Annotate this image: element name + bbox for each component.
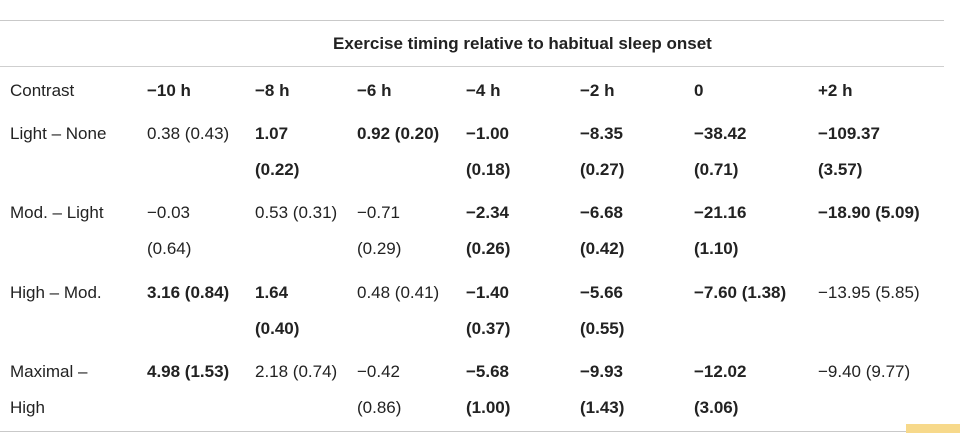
- table-cell: −5.66: [580, 283, 624, 302]
- row-label-high-mod: High – Mod.: [10, 283, 102, 302]
- table-cell: −21.16: [694, 203, 747, 222]
- header-minus-6h: −6 h: [357, 81, 392, 100]
- table-cell: (0.37): [466, 319, 511, 338]
- table-cell: −8.35: [580, 124, 624, 143]
- table-cell: (0.86): [357, 398, 402, 417]
- table-cell: −0.42: [357, 362, 401, 381]
- table-cell: 0.53 (0.31): [255, 203, 338, 222]
- table-cell: −9.40 (9.77): [818, 362, 911, 381]
- header-minus-10h: −10 h: [147, 81, 191, 100]
- table-cell: (1.43): [580, 398, 625, 417]
- table-cell: −38.42: [694, 124, 747, 143]
- header-contrast: Contrast: [10, 81, 75, 100]
- table-cell: −5.68: [466, 362, 510, 381]
- table-cell: −9.93: [580, 362, 624, 381]
- table-cell: −12.02: [694, 362, 747, 381]
- table-cell: (0.40): [255, 319, 300, 338]
- table-cell: 3.16 (0.84): [147, 283, 230, 302]
- header-minus-2h: −2 h: [580, 81, 615, 100]
- table-cell: 0.92 (0.20): [357, 124, 440, 143]
- table-cell: (0.22): [255, 160, 300, 179]
- header-minus-4h: −4 h: [466, 81, 501, 100]
- table-cell: (0.71): [694, 160, 739, 179]
- header-zero: 0: [694, 81, 704, 100]
- header-plus-2h: +2 h: [818, 81, 853, 100]
- row-label-light-none: Light – None: [10, 124, 107, 143]
- table-cell: (3.57): [818, 160, 863, 179]
- table-cell: 1.64: [255, 283, 289, 302]
- table-cell: −1.00: [466, 124, 510, 143]
- accent-tab: [906, 424, 960, 433]
- table-cell: 4.98 (1.53): [147, 362, 230, 381]
- row-label-mod-light: Mod. – Light: [10, 203, 104, 222]
- table-cell: (0.27): [580, 160, 625, 179]
- header-minus-8h: −8 h: [255, 81, 290, 100]
- table-cell: 0.38 (0.43): [147, 124, 230, 143]
- table-cell: (0.26): [466, 239, 511, 258]
- table-cell: −0.03: [147, 203, 191, 222]
- table-cell: 0.48 (0.41): [357, 283, 440, 302]
- table-cell: 1.07: [255, 124, 289, 143]
- table-cell: (0.55): [580, 319, 625, 338]
- table-cell: (0.29): [357, 239, 402, 258]
- row-label-maximal-high: Maximal –: [10, 362, 88, 381]
- column-group-header: Exercise timing relative to habitual sle…: [333, 34, 712, 53]
- table-cell: −13.95 (5.85): [818, 283, 920, 302]
- table-cell: −0.71: [357, 203, 401, 222]
- table-cell: −1.40: [466, 283, 510, 302]
- table-cell: (0.64): [147, 239, 192, 258]
- table-cell: (0.42): [580, 239, 625, 258]
- table-top-rule: [0, 20, 944, 21]
- table-cell: (0.18): [466, 160, 511, 179]
- table-cell: 2.18 (0.74): [255, 362, 338, 381]
- column-group-rule: [0, 66, 944, 67]
- table-cell: −6.68: [580, 203, 624, 222]
- table-cell: −18.90 (5.09): [818, 203, 920, 222]
- table-cell: (1.00): [466, 398, 511, 417]
- table-cell: (3.06): [694, 398, 739, 417]
- row-label-maximal-high-line2: High: [10, 398, 45, 417]
- table-cell: (1.10): [694, 239, 739, 258]
- table-cell: −7.60 (1.38): [694, 283, 787, 302]
- table-cell: −109.37: [818, 124, 880, 143]
- table-bottom-rule: [0, 431, 944, 432]
- table-cell: −2.34: [466, 203, 510, 222]
